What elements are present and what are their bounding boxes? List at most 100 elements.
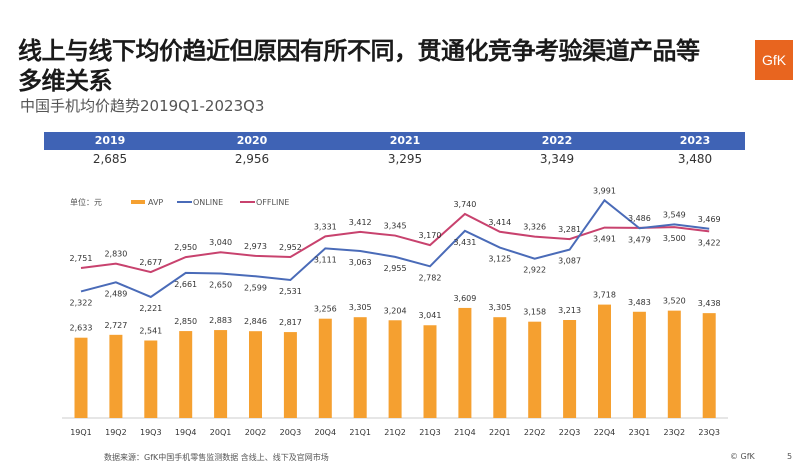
avp-bar (423, 325, 437, 418)
legend-avp: AVP (148, 198, 163, 207)
online-label: 3,549 (663, 210, 686, 219)
online-label: 2,650 (209, 281, 232, 290)
avp-label: 3,213 (558, 306, 581, 315)
offline-label: 3,740 (453, 200, 476, 209)
avp-bar (563, 320, 577, 418)
avp-bar (318, 318, 332, 418)
avp-bar (598, 304, 611, 418)
legend-offline: OFFLINE (256, 198, 289, 207)
avp-label: 2,541 (139, 326, 162, 335)
annual-value-2020: 2,956 (234, 152, 270, 166)
online-label: 3,469 (698, 215, 721, 224)
x-tick-label: 23Q3 (698, 428, 720, 437)
avp-bar (109, 334, 123, 418)
gfk-logo: GfK (755, 40, 793, 80)
avp-label: 2,727 (104, 321, 127, 330)
offline-label: 2,677 (139, 258, 162, 267)
offline-label: 2,950 (174, 243, 197, 252)
avp-label: 3,483 (628, 298, 651, 307)
offline-label: 3,345 (384, 222, 407, 231)
online-label: 3,431 (453, 238, 476, 247)
avp-label: 2,846 (244, 317, 267, 326)
offline-label: 3,500 (663, 234, 686, 243)
annual-value-2022: 3,349 (539, 152, 575, 166)
offline-label: 3,281 (558, 225, 581, 234)
x-tick-label: 22Q1 (489, 428, 511, 437)
x-tick-label: 19Q2 (105, 428, 127, 437)
x-tick-label: 20Q1 (210, 428, 232, 437)
x-tick-label: 22Q2 (524, 428, 546, 437)
offline-label: 2,973 (244, 242, 267, 251)
avp-bar (528, 321, 542, 418)
online-label: 2,782 (419, 273, 442, 282)
avp-bar (458, 307, 472, 418)
year-2020: 2020 (236, 134, 268, 147)
avp-bar (74, 337, 88, 418)
year-2022: 2022 (541, 134, 573, 147)
online-label: 2,955 (384, 264, 407, 273)
online-label: 2,661 (174, 280, 197, 289)
online-label: 3,087 (558, 257, 581, 266)
avp-label: 3,609 (453, 294, 476, 303)
offline-label: 3,422 (698, 238, 721, 247)
page-number: 5 (787, 452, 793, 461)
online-label: 2,531 (279, 287, 302, 296)
avp-label: 2,883 (209, 316, 232, 325)
avp-label: 3,438 (698, 299, 721, 308)
avp-label: 3,041 (419, 311, 442, 320)
online-label: 3,125 (488, 255, 511, 264)
avp-bar (493, 317, 507, 418)
online-label: 2,489 (104, 289, 127, 298)
online-label: 2,221 (139, 304, 162, 313)
offline-label: 3,170 (419, 231, 442, 240)
offline-label: 3,331 (314, 222, 337, 231)
annual-header-bar: 2019 2020 2021 2022 2023 (44, 132, 745, 150)
avp-label: 3,256 (314, 305, 337, 314)
avp-bar (353, 317, 367, 418)
x-tick-label: 22Q3 (559, 428, 581, 437)
year-2019: 2019 (94, 134, 126, 147)
x-tick-label: 19Q4 (175, 428, 197, 437)
online-line (80, 198, 710, 299)
avp-label: 3,204 (384, 306, 407, 315)
x-tick-label: 22Q4 (594, 428, 616, 437)
legend: AVP ONLINE OFFLINE (131, 198, 289, 207)
copyright: © GfK (730, 452, 755, 461)
avp-label: 3,718 (593, 291, 616, 300)
x-tick-label: 21Q4 (454, 428, 476, 437)
online-label: 2,599 (244, 283, 267, 292)
avp-label: 3,520 (663, 297, 686, 306)
slide-subtitle: 中国手机均价趋势2019Q1-2023Q3 (20, 97, 265, 115)
avp-label: 3,305 (488, 303, 511, 312)
x-tick-label: 21Q2 (384, 428, 406, 437)
legend-avp-swatch (131, 200, 145, 204)
offline-label: 3,491 (593, 235, 616, 244)
year-2021: 2021 (389, 134, 421, 147)
annual-value-2023: 3,480 (677, 152, 713, 166)
avp-bar (632, 311, 646, 418)
offline-label: 2,751 (70, 254, 93, 263)
annual-value-2021: 3,295 (387, 152, 423, 166)
offline-label: 3,412 (349, 218, 372, 227)
avp-bar (214, 330, 228, 418)
avp-label: 3,305 (349, 303, 372, 312)
offline-label: 2,952 (279, 243, 302, 252)
unit-label: 单位：元 (70, 197, 102, 207)
avp-label: 2,633 (70, 324, 93, 333)
source-note: 数据来源：GfK中国手机零售监测数据 含线上、线下及官网市场 (104, 453, 329, 462)
x-tick-label: 21Q1 (349, 428, 371, 437)
avp-bar (702, 313, 716, 418)
year-2023: 2023 (679, 134, 711, 147)
avp-bar (283, 332, 297, 418)
avp-label: 2,850 (174, 317, 197, 326)
x-tick-label: 23Q2 (664, 428, 686, 437)
avp-bar (249, 331, 262, 418)
x-tick-label: 20Q2 (245, 428, 267, 437)
online-label: 2,322 (70, 298, 93, 307)
x-tick-label: 19Q1 (70, 428, 92, 437)
x-tick-label: 21Q3 (419, 428, 441, 437)
online-label: 3,479 (628, 235, 651, 244)
avp-bar (667, 310, 681, 418)
x-tick-label: 20Q4 (315, 428, 337, 437)
